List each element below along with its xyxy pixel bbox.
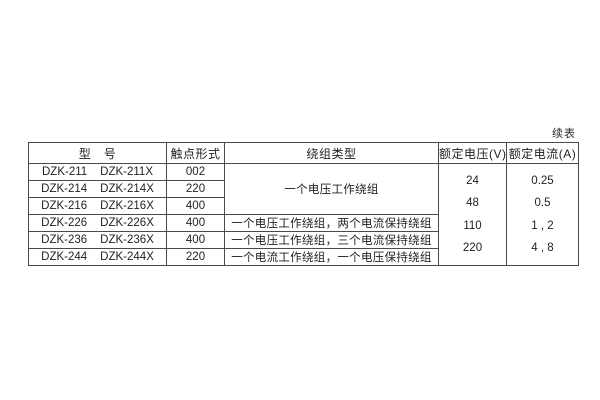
winding-type-cell: 一个电压工作绕组，两个电流保持绕组: [224, 214, 439, 232]
col-header-rated-voltage: 额定电压(V): [438, 142, 507, 164]
col-header-contact-form: 触点形式: [166, 142, 225, 164]
model-name: DZK-236: [41, 234, 88, 246]
model-name-x: DZK-214X: [100, 183, 154, 195]
model-name: DZK-214: [41, 183, 88, 195]
contact-form-cell: 400: [166, 197, 225, 215]
col-header-rated-current: 额定电流(A): [506, 142, 579, 164]
contact-form-cell: 400: [166, 214, 225, 232]
contact-form-cell: 220: [166, 248, 225, 266]
voltage-value: 220: [462, 242, 483, 255]
table-row: DZK-216 DZK-216X 400: [28, 197, 579, 215]
model-name: DZK-216: [41, 200, 88, 212]
current-value: 4 , 8: [531, 242, 554, 255]
current-value: 0.25: [531, 174, 554, 187]
model-cell: DZK-244 DZK-244X: [28, 248, 167, 266]
model-cell: DZK-236 DZK-236X: [28, 231, 167, 249]
current-value: 0.5: [534, 197, 551, 210]
rated-voltage-merged-cell: 24 48 110 220: [438, 163, 507, 266]
table-row: DZK-214 DZK-214X 220: [28, 180, 579, 198]
model-cell: DZK-214 DZK-214X: [28, 180, 167, 198]
contact-form-cell: 400: [166, 231, 225, 249]
model-name-x: DZK-244X: [100, 251, 154, 263]
contact-form-cell: 220: [166, 180, 225, 198]
winding-type-merged-cell: 一个电压工作绕组: [224, 163, 439, 215]
model-name: DZK-226: [41, 217, 88, 229]
relay-spec-table: 型 号 触点形式 绕组类型 额定电压(V) 额定电流(A) DZK-211 DZ…: [28, 142, 579, 266]
voltage-value: 24: [466, 174, 479, 187]
model-name-x: DZK-211X: [100, 166, 153, 178]
model-name: DZK-244: [41, 251, 88, 263]
model-name-x: DZK-226X: [100, 217, 154, 229]
current-value: 1 , 2: [531, 219, 554, 232]
winding-type-cell: 一个电压工作绕组，三个电流保持绕组: [224, 231, 439, 249]
voltage-value: 48: [466, 197, 479, 210]
model-name-x: DZK-216X: [100, 200, 154, 212]
rated-current-merged-cell: 0.25 0.5 1 , 2 4 , 8: [506, 163, 579, 266]
table-row: DZK-244 DZK-244X 220 一个电流工作绕组，一个电压保持绕组: [28, 248, 579, 266]
model-cell: DZK-211 DZK-211X: [28, 163, 167, 181]
contact-form-cell: 002: [166, 163, 225, 181]
voltage-value: 110: [463, 219, 482, 232]
model-name-x: DZK-236X: [100, 234, 154, 246]
model-name: DZK-211: [41, 166, 88, 178]
model-cell: DZK-226 DZK-226X: [28, 214, 167, 232]
col-header-model: 型 号: [28, 142, 167, 164]
continued-table-label: 续表: [552, 128, 576, 140]
table-row: DZK-211 DZK-211X 002 一个电压工作绕组 24 48 110 …: [28, 163, 579, 266]
winding-type-cell: 一个电流工作绕组，一个电压保持绕组: [224, 248, 439, 266]
header-row: 型 号 触点形式 绕组类型 额定电压(V) 额定电流(A): [28, 142, 579, 164]
model-cell: DZK-216 DZK-216X: [28, 197, 167, 215]
col-header-winding-type: 绕组类型: [224, 142, 439, 164]
